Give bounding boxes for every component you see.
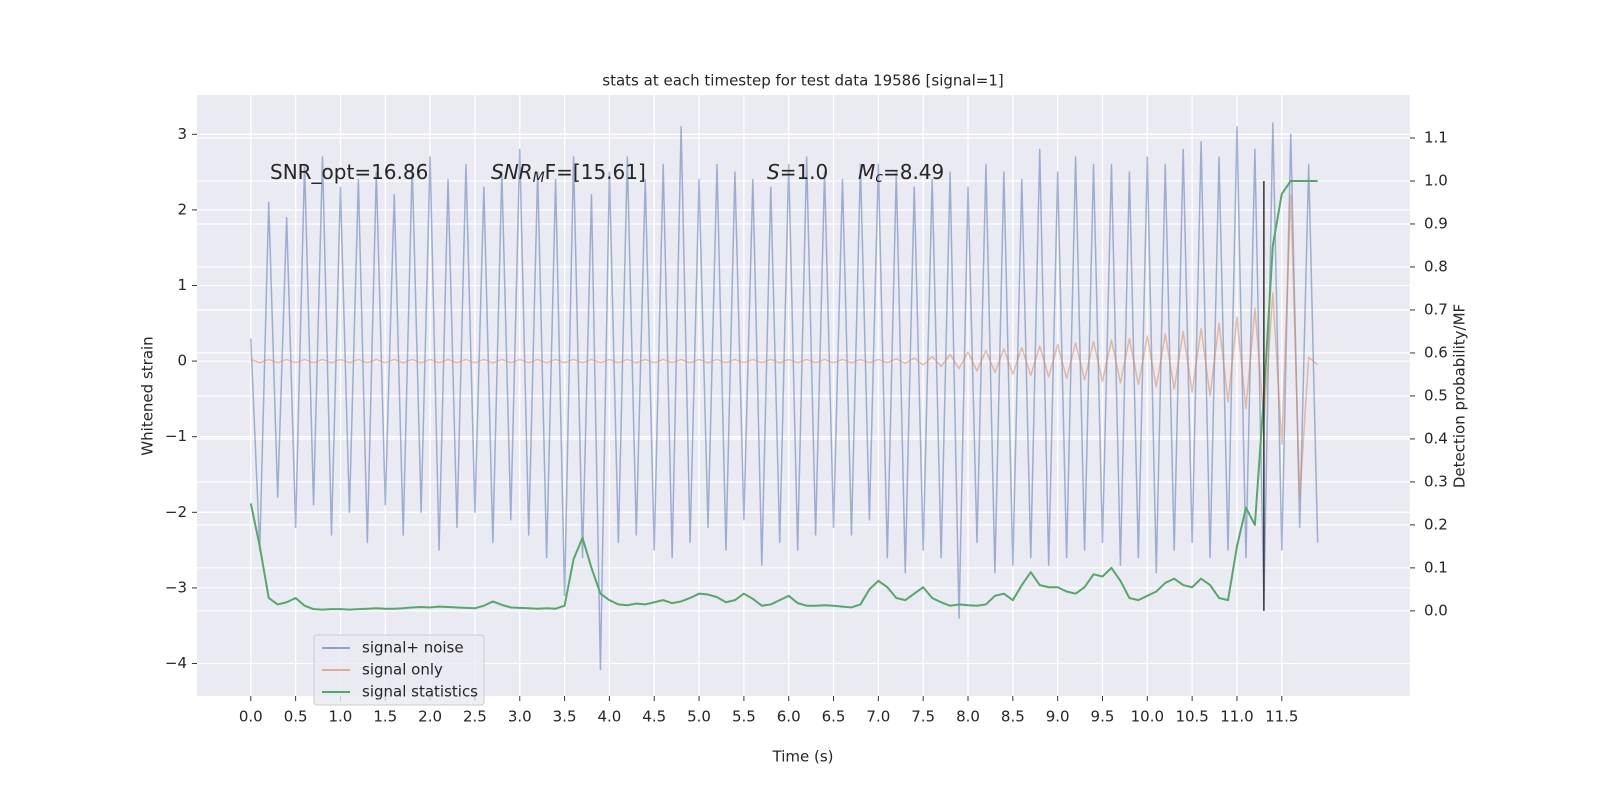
- x-tick-label: 7.5: [911, 708, 935, 726]
- y2-tick-label: 1.1: [1424, 128, 1448, 146]
- legend-box: [313, 634, 485, 706]
- x-tick-label: 5.0: [687, 708, 711, 726]
- x-tick-label: 4.0: [597, 708, 621, 726]
- annotation: Mc=8.49: [858, 160, 944, 187]
- legend-label: signal+ noise: [362, 639, 464, 657]
- annotation: SNRMF=[15.61]: [491, 160, 646, 187]
- y2-tick-label: 0.5: [1424, 386, 1448, 404]
- annotation: SNR_opt=16.86: [270, 160, 428, 184]
- y-tick-label: 0: [177, 352, 187, 370]
- annotation-text: =1.0: [780, 160, 829, 184]
- x-tick-label: 0.0: [239, 708, 263, 726]
- y2-axis-label: Detection probability/MF: [1451, 304, 1469, 488]
- y-tick-label: 1: [177, 276, 187, 294]
- y2-tick-label: 0.8: [1424, 257, 1448, 275]
- x-tick-label: 9.5: [1091, 708, 1115, 726]
- y-tick-label: −4: [165, 654, 187, 672]
- x-tick-label: 10.5: [1175, 708, 1208, 726]
- series-line: [249, 179, 1318, 611]
- x-tick-label: 7.0: [866, 708, 890, 726]
- y2-tick-label: 0.4: [1424, 429, 1448, 447]
- y2-tick-label: 0.9: [1424, 214, 1448, 232]
- y2-tick-label: 1.0: [1424, 171, 1448, 189]
- chart-title: stats at each timestep for test data 195…: [602, 72, 1003, 90]
- x-tick-label: 3.0: [508, 708, 532, 726]
- x-tick-label: 1.0: [329, 708, 353, 726]
- x-tick-label: 11.5: [1265, 708, 1298, 726]
- annotation-text: SNR_opt=16.86: [270, 160, 428, 184]
- y2-tick-label: 0.3: [1424, 472, 1448, 490]
- annotation-symbol: S: [767, 160, 780, 184]
- y-tick-label: 2: [177, 200, 187, 218]
- x-tick-label: 8.0: [956, 708, 980, 726]
- x-tick-label: 9.0: [1046, 708, 1070, 726]
- annotation-text: F=[15.61]: [545, 160, 646, 184]
- x-tick-label: 5.5: [732, 708, 756, 726]
- y2-tick-label: 0.6: [1424, 343, 1448, 361]
- y-tick-label: −1: [165, 427, 187, 445]
- x-tick-label: 10.0: [1131, 708, 1164, 726]
- x-tick-label: 6.0: [777, 708, 801, 726]
- x-tick-label: 4.5: [642, 708, 666, 726]
- y-tick-label: 3: [177, 125, 187, 143]
- annotation-subscript: M: [533, 170, 545, 186]
- annotation-text: =8.49: [883, 160, 944, 184]
- x-tick-label: 3.5: [553, 708, 577, 726]
- series-line: [250, 194, 1319, 498]
- x-axis-label: Time (s): [772, 748, 834, 766]
- y-tick-label: −2: [165, 503, 187, 521]
- x-tick-label: 11.0: [1220, 708, 1253, 726]
- y-axis-label: Whitened strain: [139, 336, 157, 455]
- legend-label: signal only: [362, 661, 443, 679]
- y2-tick-label: 0.0: [1424, 601, 1448, 619]
- y2-tick-label: 0.2: [1424, 515, 1448, 533]
- annotation-symbol: SNR: [491, 160, 533, 184]
- y-tick-label: −3: [165, 578, 187, 596]
- series-line: [250, 122, 1319, 671]
- x-tick-label: 1.5: [373, 708, 397, 726]
- x-tick-label: 0.5: [284, 708, 308, 726]
- legend-label: signal statistics: [362, 683, 478, 701]
- y2-tick-label: 0.1: [1424, 558, 1448, 576]
- annotation-subscript: c: [875, 170, 883, 186]
- y2-tick-label: 0.7: [1424, 300, 1448, 318]
- x-tick-label: 6.5: [822, 708, 846, 726]
- x-tick-label: 2.5: [463, 708, 487, 726]
- x-tick-label: 8.5: [1001, 708, 1025, 726]
- annotation: S=1.0: [767, 160, 828, 184]
- annotation-symbol: M: [858, 160, 875, 184]
- x-tick-label: 2.0: [418, 708, 442, 726]
